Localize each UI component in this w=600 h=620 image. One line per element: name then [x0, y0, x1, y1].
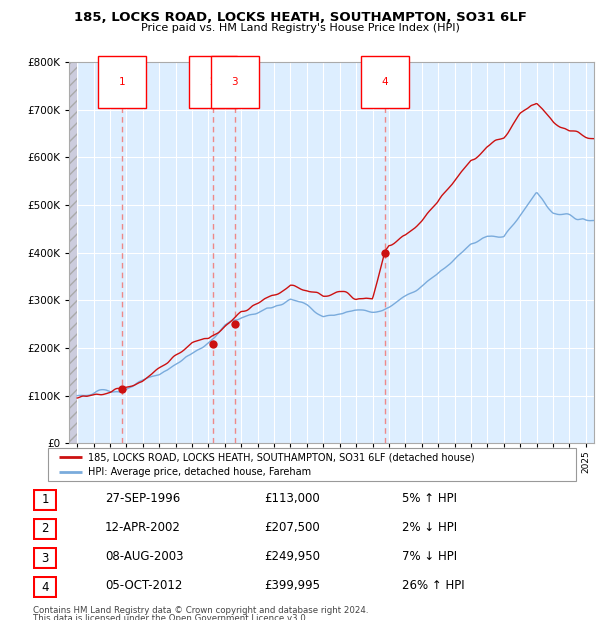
Text: 1: 1 [119, 78, 125, 87]
FancyBboxPatch shape [34, 548, 56, 568]
Text: 2% ↓ HPI: 2% ↓ HPI [402, 521, 457, 534]
Text: 3: 3 [232, 78, 238, 87]
FancyBboxPatch shape [34, 577, 56, 597]
Text: HPI: Average price, detached house, Fareham: HPI: Average price, detached house, Fare… [88, 467, 311, 477]
FancyBboxPatch shape [34, 490, 56, 510]
Text: 12-APR-2002: 12-APR-2002 [105, 521, 181, 534]
Text: 05-OCT-2012: 05-OCT-2012 [105, 580, 182, 592]
Text: 1: 1 [41, 494, 49, 506]
Bar [69, 62, 77, 443]
Text: £249,950: £249,950 [264, 551, 320, 563]
FancyBboxPatch shape [48, 448, 576, 480]
Bar [69, 62, 77, 443]
Text: 08-AUG-2003: 08-AUG-2003 [105, 551, 184, 563]
FancyBboxPatch shape [34, 519, 56, 539]
Text: 3: 3 [41, 552, 49, 564]
Text: 27-SEP-1996: 27-SEP-1996 [105, 492, 180, 505]
Text: Price paid vs. HM Land Registry's House Price Index (HPI): Price paid vs. HM Land Registry's House … [140, 23, 460, 33]
Text: 2: 2 [210, 78, 217, 87]
Text: £207,500: £207,500 [264, 521, 320, 534]
Text: £113,000: £113,000 [264, 492, 320, 505]
Text: 5% ↑ HPI: 5% ↑ HPI [402, 492, 457, 505]
Text: 4: 4 [41, 581, 49, 593]
Text: 185, LOCKS ROAD, LOCKS HEATH, SOUTHAMPTON, SO31 6LF (detached house): 185, LOCKS ROAD, LOCKS HEATH, SOUTHAMPTO… [88, 452, 474, 463]
Text: This data is licensed under the Open Government Licence v3.0.: This data is licensed under the Open Gov… [33, 614, 308, 620]
Text: 7% ↓ HPI: 7% ↓ HPI [402, 551, 457, 563]
Text: £399,995: £399,995 [264, 580, 320, 592]
Text: 26% ↑ HPI: 26% ↑ HPI [402, 580, 464, 592]
Text: Contains HM Land Registry data © Crown copyright and database right 2024.: Contains HM Land Registry data © Crown c… [33, 606, 368, 616]
Text: 4: 4 [382, 78, 388, 87]
Text: 185, LOCKS ROAD, LOCKS HEATH, SOUTHAMPTON, SO31 6LF: 185, LOCKS ROAD, LOCKS HEATH, SOUTHAMPTO… [74, 11, 526, 24]
Text: 2: 2 [41, 523, 49, 535]
